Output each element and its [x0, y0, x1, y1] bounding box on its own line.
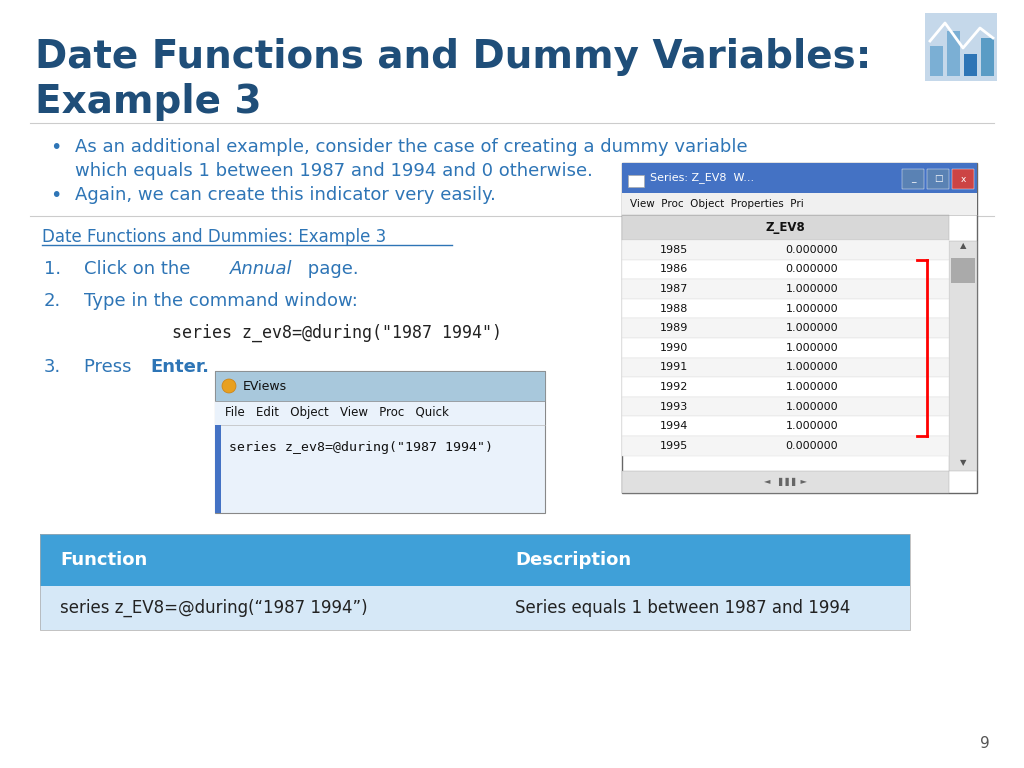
Text: ▲: ▲ [959, 241, 967, 250]
Bar [622, 319, 949, 338]
Bar [40, 534, 910, 586]
Text: Press: Press [84, 358, 137, 376]
Text: Enter.: Enter. [150, 358, 209, 376]
Text: 1.000000: 1.000000 [785, 343, 839, 353]
Text: ◄  ▐▐▐  ►: ◄ ▐▐▐ ► [764, 478, 807, 486]
Bar [964, 54, 977, 76]
Text: 0.000000: 0.000000 [785, 264, 839, 274]
Text: 1994: 1994 [659, 421, 688, 431]
Text: Again, we can create this indicator very easily.: Again, we can create this indicator very… [75, 186, 496, 204]
Text: 1.000000: 1.000000 [785, 402, 839, 412]
Bar [622, 397, 949, 416]
Bar [947, 31, 961, 76]
Text: 1995: 1995 [659, 441, 688, 451]
Text: □: □ [934, 174, 942, 184]
Text: series z_EV8=@during(“1987 1994”): series z_EV8=@during(“1987 1994”) [60, 599, 368, 617]
Text: series z_ev8=@during("1987 1994"): series z_ev8=@during("1987 1994") [229, 441, 493, 454]
Text: Annual: Annual [230, 260, 293, 278]
Bar [622, 377, 949, 397]
Text: 1.000000: 1.000000 [785, 323, 839, 333]
Bar [622, 163, 977, 493]
Text: series z_ev8=@during("1987 1994"): series z_ev8=@during("1987 1994") [172, 324, 502, 343]
Bar [622, 280, 949, 299]
Text: Function: Function [60, 551, 147, 569]
Text: 1.000000: 1.000000 [785, 362, 839, 372]
Bar [40, 586, 910, 630]
Bar [622, 471, 949, 493]
Bar [622, 163, 977, 193]
Text: Date Functions and Dummies: Example 3: Date Functions and Dummies: Example 3 [42, 228, 386, 246]
Text: 1988: 1988 [659, 303, 688, 313]
Text: ▼: ▼ [959, 458, 967, 468]
Text: 1991: 1991 [659, 362, 688, 372]
Text: 1.: 1. [44, 260, 61, 278]
Text: 1986: 1986 [659, 264, 688, 274]
Text: EViews: EViews [243, 379, 287, 392]
Text: 1992: 1992 [659, 382, 688, 392]
Bar [622, 358, 949, 377]
Text: 0.000000: 0.000000 [785, 441, 839, 451]
Bar [215, 425, 221, 513]
Text: 1.000000: 1.000000 [785, 421, 839, 431]
Bar [622, 338, 949, 358]
Text: File   Edit   Object   View   Proc   Quick: File Edit Object View Proc Quick [225, 406, 449, 419]
Bar [951, 258, 975, 283]
Bar [902, 169, 924, 189]
Bar [622, 215, 949, 240]
Text: •: • [50, 138, 61, 157]
Text: Series equals 1 between 1987 and 1994: Series equals 1 between 1987 and 1994 [515, 599, 850, 617]
Text: •: • [50, 186, 61, 205]
Text: Series: Z_EV8  W...: Series: Z_EV8 W... [650, 173, 754, 184]
Text: _: _ [910, 174, 915, 184]
Text: View  Proc  Object  Properties  Pri: View Proc Object Properties Pri [630, 199, 804, 209]
Text: 1.000000: 1.000000 [785, 303, 839, 313]
Text: 1.000000: 1.000000 [785, 284, 839, 294]
Bar [622, 193, 977, 215]
Bar [40, 534, 910, 630]
Text: 1987: 1987 [659, 284, 688, 294]
Bar [215, 401, 545, 425]
Text: 1990: 1990 [659, 343, 688, 353]
Bar [981, 38, 994, 76]
Text: Z_EV8: Z_EV8 [766, 221, 805, 234]
Bar [930, 46, 943, 76]
Text: 1993: 1993 [659, 402, 688, 412]
Bar [949, 241, 977, 471]
Circle shape [222, 379, 236, 393]
Text: 0.000000: 0.000000 [785, 245, 839, 255]
Bar [215, 371, 545, 401]
Bar [925, 13, 997, 81]
Text: Example 3: Example 3 [35, 83, 261, 121]
Text: page.: page. [302, 260, 358, 278]
Bar [622, 260, 949, 280]
Text: Type in the command window:: Type in the command window: [84, 292, 357, 310]
Text: 1.000000: 1.000000 [785, 382, 839, 392]
Bar [215, 371, 545, 513]
Bar [622, 240, 949, 260]
Text: 3.: 3. [44, 358, 61, 376]
Bar [622, 416, 949, 436]
Text: 9: 9 [980, 736, 990, 750]
Bar [628, 175, 644, 187]
Text: Click on the: Click on the [84, 260, 197, 278]
Text: As an additional example, consider the case of creating a dummy variable
which e: As an additional example, consider the c… [75, 138, 748, 180]
Bar [622, 436, 949, 455]
Text: 1989: 1989 [659, 323, 688, 333]
Text: 2.: 2. [44, 292, 61, 310]
Bar [952, 169, 974, 189]
Text: 1985: 1985 [659, 245, 688, 255]
Bar [622, 299, 949, 319]
Text: Description: Description [515, 551, 631, 569]
Text: x: x [961, 174, 966, 184]
Text: Date Functions and Dummy Variables:: Date Functions and Dummy Variables: [35, 38, 871, 76]
Bar [927, 169, 949, 189]
